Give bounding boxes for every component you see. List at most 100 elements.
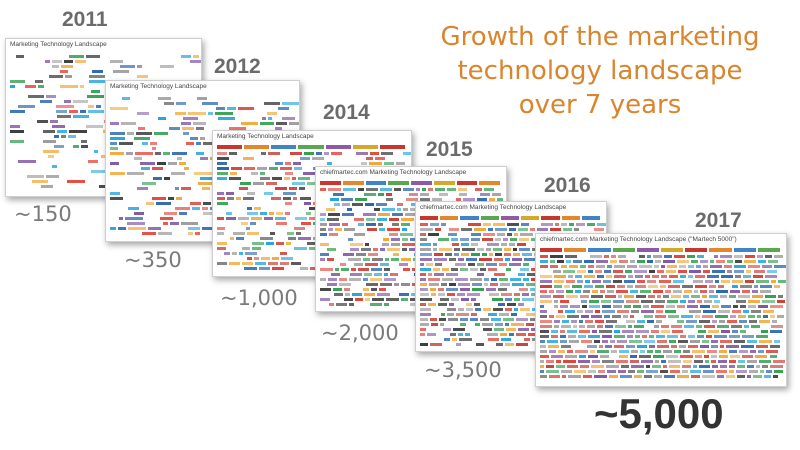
logo-tile	[477, 273, 484, 276]
logo-tile	[428, 303, 437, 306]
logo-tile	[720, 330, 730, 333]
logo-tile	[382, 238, 390, 241]
logo-tile	[377, 218, 388, 221]
logo-tile	[729, 370, 734, 373]
logo-tile	[389, 233, 399, 236]
logo-tile	[617, 285, 626, 288]
logo-tile	[244, 267, 257, 270]
logo-tile	[299, 157, 310, 160]
logo-tile	[498, 313, 510, 316]
logo-tile	[128, 207, 139, 210]
logo-tile	[500, 243, 508, 246]
logo-tile	[576, 223, 586, 226]
logo-tile	[683, 325, 694, 328]
logo-tile	[607, 370, 617, 373]
logo-tile	[550, 255, 564, 258]
logo-tile	[743, 275, 751, 278]
logo-tile	[401, 283, 410, 286]
logo-tile	[708, 295, 718, 298]
logo-tile	[241, 247, 251, 250]
logo-tile	[344, 228, 355, 231]
logo-tile	[649, 345, 656, 348]
logo-tile	[409, 208, 416, 211]
logo-tile	[612, 270, 623, 273]
logo-tile	[560, 300, 569, 303]
logo-tile	[363, 278, 369, 281]
logo-tile	[386, 198, 393, 201]
logo-tile	[567, 365, 579, 368]
logo-tile	[428, 188, 433, 191]
logo-tile	[639, 265, 652, 268]
logo-tile	[601, 335, 613, 338]
logo-tile	[252, 182, 264, 185]
logo-tile	[567, 335, 576, 338]
logo-tile	[701, 315, 714, 318]
logo-tile	[217, 227, 225, 230]
logo-tile	[702, 270, 710, 273]
year-label: 2015	[426, 138, 473, 161]
logo-tile	[717, 360, 728, 363]
logo-tile	[574, 290, 582, 293]
logo-tile	[492, 223, 505, 226]
logo-tile	[664, 375, 675, 378]
tool-count: ~150	[14, 202, 72, 226]
thumbnail-title: chiefmartec.com Marketing Technology Lan…	[540, 236, 737, 243]
logo-tile	[717, 310, 730, 313]
logo-tile	[716, 375, 725, 378]
logo-tile	[331, 273, 340, 276]
logo-tile	[515, 343, 529, 346]
logo-tile	[271, 267, 284, 270]
logo-tile	[385, 258, 390, 261]
logo-tile	[449, 228, 460, 231]
category-header	[661, 248, 684, 252]
logo-tile	[777, 280, 786, 283]
logo-tile	[472, 288, 485, 291]
logo-tile	[624, 305, 631, 308]
logo-tile	[694, 355, 703, 358]
logo-tile	[703, 370, 715, 373]
logo-tile	[596, 265, 606, 268]
logo-tile	[284, 177, 290, 180]
logo-tile	[470, 243, 479, 246]
logo-tile	[731, 285, 739, 288]
category-header	[420, 216, 439, 220]
logo-tile	[691, 260, 698, 263]
logo-tile	[281, 102, 299, 105]
logo-tile	[401, 238, 408, 241]
logo-tile	[420, 243, 431, 246]
logo-tile	[668, 340, 676, 343]
logo-tile	[483, 283, 488, 286]
logo-tile	[128, 227, 146, 230]
logo-tile	[432, 248, 438, 251]
logo-tile	[420, 323, 429, 326]
logo-tile	[593, 228, 604, 231]
logo-tile	[699, 345, 710, 348]
logo-tile	[546, 370, 559, 373]
logo-tile	[181, 187, 191, 190]
logo-tile	[289, 187, 297, 190]
logo-tile	[236, 237, 244, 240]
logo-tile	[680, 275, 686, 278]
logo-tile	[648, 270, 655, 273]
logo-tile	[759, 370, 765, 373]
logo-tile	[617, 255, 627, 258]
logo-tile	[556, 315, 565, 318]
logo-tile	[521, 293, 529, 296]
logo-tile	[459, 288, 471, 291]
logo-tile	[110, 162, 120, 165]
logo-tile	[370, 303, 382, 306]
logo-tile	[384, 303, 389, 306]
logo-tile	[733, 270, 745, 273]
logo-tile	[460, 323, 467, 326]
logo-tile	[509, 228, 516, 231]
logo-tile	[644, 340, 656, 343]
logo-tile	[540, 330, 549, 333]
logo-tile	[577, 360, 591, 363]
logo-tile	[282, 197, 291, 200]
logo-tile	[691, 350, 705, 353]
logo-tile	[759, 360, 771, 363]
logo-tile	[554, 280, 565, 283]
logo-tile	[378, 193, 384, 196]
logo-tile	[126, 152, 134, 155]
logo-tile	[288, 237, 296, 240]
